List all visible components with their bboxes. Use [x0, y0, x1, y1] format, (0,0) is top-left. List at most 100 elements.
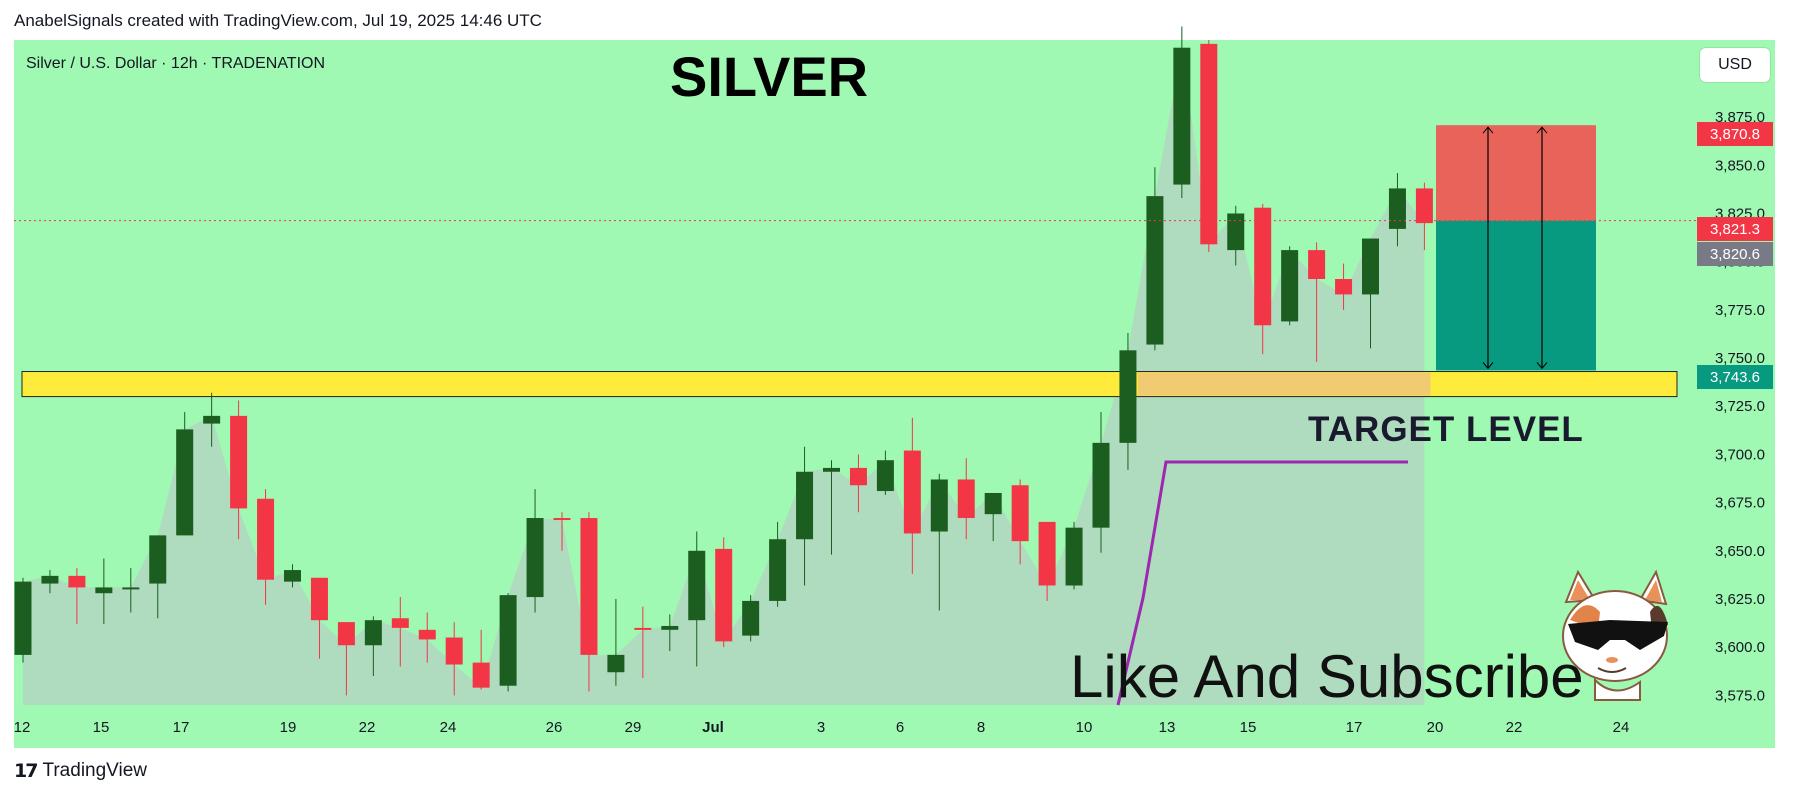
- candle-body: [688, 550, 706, 621]
- candle-body: [445, 637, 463, 665]
- candle-body: [203, 415, 221, 424]
- candle-body: [526, 518, 544, 598]
- y-tick-label: 3,600.0: [1715, 639, 1765, 656]
- x-tick-label: 26: [546, 719, 563, 736]
- candle-body: [607, 654, 625, 673]
- y-tick-label: 3,675.0: [1715, 495, 1765, 512]
- price-label-text: 3,821.3: [1710, 221, 1760, 238]
- chart-title-annotation: SILVER: [670, 45, 869, 108]
- candle-body: [14, 581, 32, 655]
- candle-body: [1281, 250, 1299, 322]
- candle-body: [364, 620, 382, 646]
- candle-body: [1254, 207, 1272, 326]
- candle-body: [1200, 43, 1218, 245]
- y-tick-label: 3,725.0: [1715, 398, 1765, 415]
- price-label-text: 3,743.6: [1710, 369, 1760, 386]
- take-profit-zone: [1436, 220, 1596, 371]
- candle-body: [122, 587, 140, 590]
- candle-body: [68, 575, 86, 588]
- x-tick-label: 15: [93, 719, 110, 736]
- x-tick-label: 24: [1613, 719, 1630, 736]
- candle-layer: [14, 26, 1433, 696]
- candle-body: [1065, 527, 1083, 586]
- y-tick-label: 3,700.0: [1715, 446, 1765, 463]
- price-label-layer: 3,870.8 3,821.3 3,820.6 3,743.6: [1697, 122, 1773, 389]
- x-tick-label: 17: [173, 719, 190, 736]
- target-zone-layer: [21, 371, 1678, 398]
- candle-body: [149, 535, 167, 584]
- candle-body: [95, 587, 113, 594]
- like-subscribe-annotation: Like And Subscribe: [1070, 643, 1584, 710]
- candle-body: [634, 627, 652, 630]
- tradingview-logo-icon: 17: [14, 760, 38, 782]
- candle-body: [418, 629, 436, 640]
- x-axis: 12 15 17 19 22 24 26 29 Jul 3 6 8 10 13 15 17 20 22 24: [14, 719, 1630, 736]
- candle-body: [1146, 196, 1164, 345]
- candle-body: [1415, 188, 1433, 224]
- range-arrow-head-down-1: [1536, 362, 1548, 370]
- cat-mascot: [1562, 569, 1668, 701]
- tradingview-brand[interactable]: 17 TradingView: [14, 760, 147, 782]
- range-arrow-head-down-0: [1482, 362, 1494, 370]
- position-layer: [1436, 125, 1596, 371]
- chart-attribution: AnabelSignals created with TradingView.c…: [14, 11, 542, 30]
- candle-body: [284, 570, 301, 582]
- price-label-box: [1697, 217, 1773, 241]
- candle-body: [1335, 279, 1353, 295]
- price-label-box: [1697, 122, 1773, 146]
- range-arrow-head-up-1: [1536, 126, 1548, 134]
- x-tick-label: 13: [1159, 719, 1176, 736]
- x-tick-label: 17: [1346, 719, 1363, 736]
- price-label-box: [1697, 365, 1773, 389]
- candle-body: [715, 548, 733, 642]
- candle-body: [1227, 213, 1245, 251]
- x-tick-label: 22: [359, 719, 376, 736]
- y-tick-label: 3,650.0: [1715, 543, 1765, 560]
- y-tick-label: 3,625.0: [1715, 591, 1765, 608]
- candle-body: [391, 618, 409, 628]
- candle-body: [661, 625, 679, 630]
- candle-body: [499, 595, 517, 686]
- candle-body: [1362, 238, 1379, 295]
- target-path-layer: [1116, 460, 1408, 706]
- candle-body: [769, 539, 787, 601]
- candle-body: [1119, 350, 1137, 443]
- y-tick-label: 3,775.0: [1715, 302, 1765, 319]
- candle-body: [903, 450, 921, 534]
- target-zone-overlap: [1137, 372, 1431, 396]
- currency-button[interactable]: USD: [1700, 48, 1770, 82]
- candle-body: [1388, 188, 1406, 229]
- x-tick-label: 8: [977, 719, 985, 736]
- candle-body: [1011, 485, 1029, 542]
- candle-body: [823, 467, 840, 472]
- x-tick-label: 3: [817, 719, 825, 736]
- candle-body: [930, 479, 948, 532]
- target-level-annotation: TARGET LEVEL: [1308, 410, 1584, 449]
- x-tick-label: 19: [280, 719, 297, 736]
- x-tick-label: 29: [625, 719, 642, 736]
- x-tick-label: 20: [1427, 719, 1444, 736]
- price-label-box: [1697, 242, 1773, 266]
- y-tick-label: 3,850.0: [1715, 157, 1765, 174]
- candle-body: [472, 662, 490, 688]
- candle-body: [849, 467, 867, 486]
- x-tick-label: 6: [896, 719, 904, 736]
- target-path-line: [1116, 460, 1408, 706]
- x-tick-label: 15: [1240, 719, 1257, 736]
- x-tick-label: 10: [1076, 719, 1093, 736]
- candle-body: [337, 622, 355, 646]
- y-tick-label: 3,750.0: [1715, 350, 1765, 367]
- candle-body: [876, 460, 894, 492]
- stop-loss-zone: [1436, 125, 1596, 221]
- y-tick-label: 3,875.0: [1715, 109, 1765, 126]
- price-label-text: 3,820.6: [1710, 246, 1760, 263]
- candle-body: [580, 518, 598, 655]
- symbol-description: Silver / U.S. Dollar · 12h · TRADENATION: [26, 55, 326, 72]
- candle-body: [1173, 47, 1191, 185]
- candle-body: [957, 479, 975, 519]
- y-tick-label: 3,575.0: [1715, 687, 1765, 704]
- candle-body: [1092, 442, 1110, 528]
- candle-body: [41, 575, 59, 584]
- candle-body: [257, 498, 275, 580]
